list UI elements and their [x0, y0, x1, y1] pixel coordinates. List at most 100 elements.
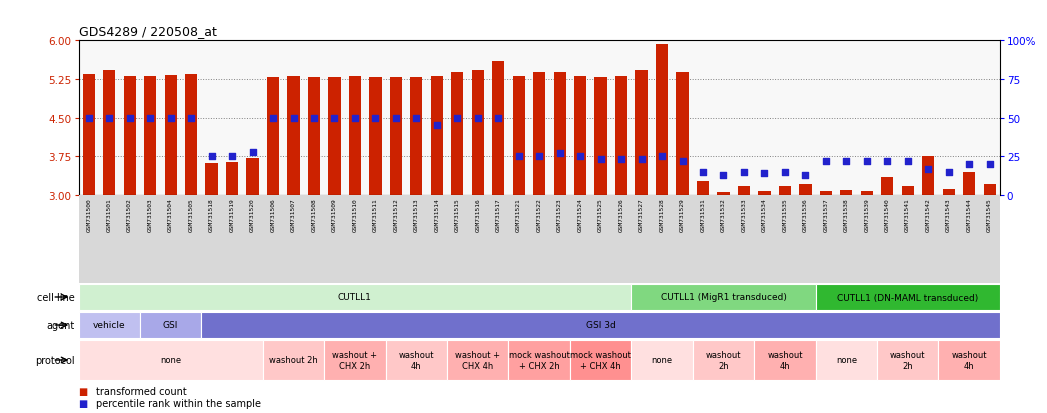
Bar	[201, 312, 1000, 339]
Bar	[205, 164, 218, 195]
Text: ■: ■	[79, 398, 88, 408]
Point	[552, 150, 569, 157]
Text: vehicle: vehicle	[93, 321, 126, 330]
Bar	[983, 184, 996, 195]
Bar	[938, 340, 1000, 380]
Point	[162, 115, 179, 121]
Point	[756, 171, 773, 177]
Bar	[922, 157, 934, 195]
Point	[838, 158, 854, 165]
Bar	[410, 78, 423, 195]
Text: GSM731545: GSM731545	[987, 198, 993, 232]
Point	[899, 158, 916, 165]
Text: GSM731505: GSM731505	[188, 198, 194, 232]
Bar	[308, 78, 320, 195]
Text: GSM731538: GSM731538	[844, 198, 849, 232]
Text: ■: ■	[79, 386, 88, 396]
Bar	[385, 340, 447, 380]
Point	[449, 115, 466, 121]
Text: washout +
CHX 4h: washout + CHX 4h	[455, 351, 500, 370]
Bar	[840, 190, 852, 195]
Text: washout
2h: washout 2h	[706, 351, 741, 370]
Text: GSM731541: GSM731541	[906, 198, 910, 232]
Bar	[738, 186, 750, 195]
Bar	[901, 186, 914, 195]
Point	[920, 166, 937, 173]
Text: transformed count: transformed count	[96, 386, 187, 396]
Bar	[349, 77, 361, 195]
Text: GSM731517: GSM731517	[496, 198, 500, 232]
Point	[224, 154, 241, 160]
Bar	[140, 312, 201, 339]
Point	[940, 169, 957, 176]
Text: GSM731529: GSM731529	[681, 198, 685, 232]
Point	[981, 161, 998, 168]
Bar	[655, 45, 668, 195]
Point	[265, 115, 282, 121]
Bar	[103, 71, 115, 195]
Point	[326, 115, 342, 121]
Bar	[574, 77, 586, 195]
Text: GSM731507: GSM731507	[291, 198, 296, 232]
Bar	[492, 62, 505, 195]
Text: mock washout
+ CHX 2h: mock washout + CHX 2h	[509, 351, 570, 370]
Bar	[942, 189, 955, 195]
Text: GSM731531: GSM731531	[700, 198, 706, 232]
Text: protocol: protocol	[35, 355, 74, 365]
Text: GSM731523: GSM731523	[557, 198, 562, 232]
Point	[347, 115, 363, 121]
Text: GSM731542: GSM731542	[926, 198, 931, 232]
Point	[81, 115, 97, 121]
Text: GSM731535: GSM731535	[782, 198, 787, 232]
Bar	[267, 78, 280, 195]
Text: GSM731522: GSM731522	[537, 198, 541, 232]
Bar	[820, 191, 832, 195]
Bar	[717, 193, 730, 195]
Point	[736, 169, 753, 176]
Point	[818, 158, 834, 165]
Text: GSM731521: GSM731521	[516, 198, 521, 232]
Bar	[779, 186, 792, 195]
Text: cell line: cell line	[37, 292, 74, 302]
Bar	[471, 71, 484, 195]
Point	[101, 115, 117, 121]
Text: GSM731536: GSM731536	[803, 198, 808, 232]
Text: none: none	[836, 356, 856, 365]
Bar	[754, 340, 816, 380]
Point	[428, 123, 445, 129]
Point	[285, 115, 302, 121]
Point	[797, 172, 814, 179]
Bar	[697, 181, 709, 195]
Text: none: none	[651, 356, 672, 365]
Text: GSM731533: GSM731533	[741, 198, 747, 232]
Point	[715, 172, 732, 179]
Text: GSM731513: GSM731513	[414, 198, 419, 232]
Bar	[758, 191, 771, 195]
Bar	[263, 340, 325, 380]
Text: GSM731527: GSM731527	[639, 198, 644, 232]
Text: washout
2h: washout 2h	[890, 351, 926, 370]
Text: GDS4289 / 220508_at: GDS4289 / 220508_at	[79, 25, 217, 38]
Bar	[676, 73, 689, 195]
Point	[469, 115, 486, 121]
Point	[674, 158, 691, 165]
Point	[306, 115, 322, 121]
Text: washout
4h: washout 4h	[952, 351, 987, 370]
Text: GSM731516: GSM731516	[475, 198, 481, 232]
Text: GSM731511: GSM731511	[373, 198, 378, 232]
Bar	[554, 73, 565, 195]
Point	[777, 169, 794, 176]
Point	[121, 115, 138, 121]
Point	[141, 115, 158, 121]
Text: washout +
CHX 2h: washout + CHX 2h	[333, 351, 377, 370]
Bar	[370, 78, 381, 195]
Bar	[389, 78, 402, 195]
Text: GSM731544: GSM731544	[966, 198, 972, 232]
Point	[859, 158, 875, 165]
Point	[633, 157, 650, 163]
Text: GSI: GSI	[163, 321, 178, 330]
Bar	[799, 184, 811, 195]
Point	[593, 157, 609, 163]
Text: GSM731500: GSM731500	[86, 198, 91, 232]
Bar	[882, 178, 893, 195]
